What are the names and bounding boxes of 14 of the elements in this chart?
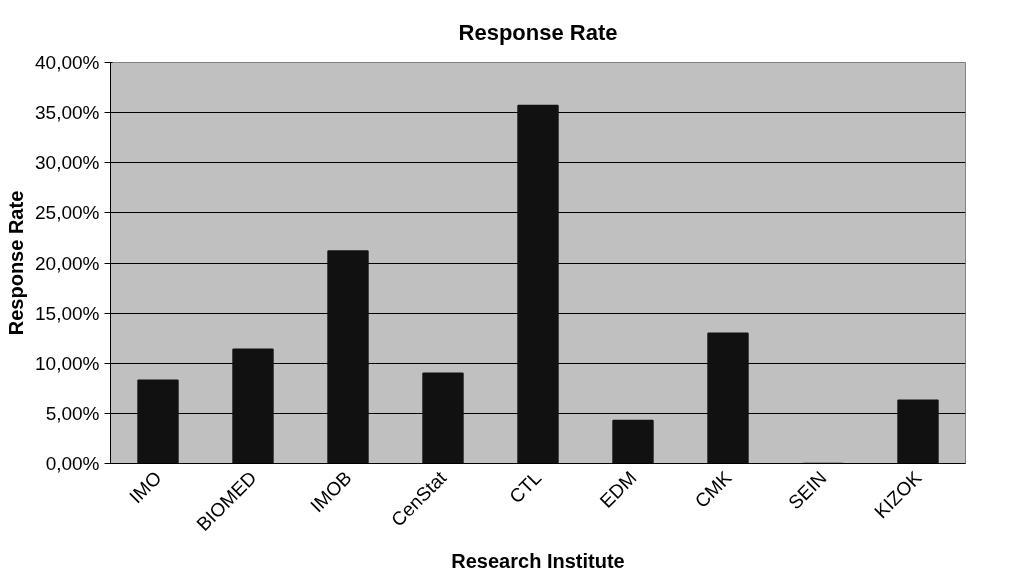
y-tick-label: 30,00% [35, 152, 100, 174]
y-tick-label: 0,00% [45, 453, 100, 474]
x-tick-label: IMO [125, 467, 166, 508]
y-tick-label: 10,00% [35, 352, 100, 374]
y-tick-label: 35,00% [35, 102, 100, 124]
x-axis-title: Research Institute [451, 550, 625, 573]
y-tick-label: 15,00% [35, 302, 100, 324]
y-axis-title: Response Rate [5, 190, 28, 336]
y-tick-label: 20,00% [35, 252, 100, 274]
x-tick-label: CTL [505, 467, 546, 508]
y-tick-label: 25,00% [35, 202, 100, 224]
y-tick-label: 5,00% [45, 402, 100, 424]
y-tick-label: 40,00% [35, 52, 100, 73]
chart-title: Response Rate [458, 20, 618, 45]
